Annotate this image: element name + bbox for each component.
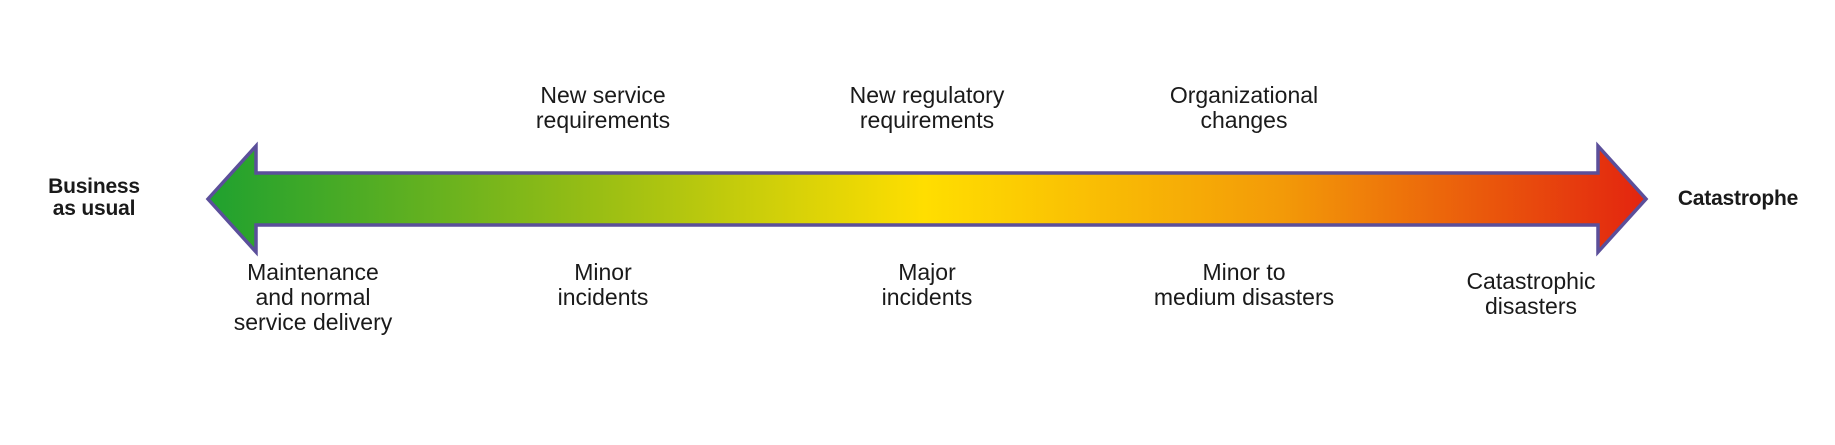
bottom-label-4-line-1: Minor to — [1202, 259, 1286, 285]
bottom-label-2-line-1: Minor — [574, 259, 632, 285]
right-end-line-1: Catastrophe — [1677, 187, 1799, 210]
bottom-label-minor-incidents: Minor incidents — [558, 260, 649, 310]
bottom-label-4-line-2: medium disasters — [1153, 284, 1335, 310]
bottom-label-3-line-1: Major — [898, 259, 956, 285]
bottom-label-major-incidents: Major incidents — [882, 260, 973, 310]
bottom-label-catastrophic-disasters: Catastrophic disasters — [1466, 269, 1595, 319]
bottom-label-5-line-2: disasters — [1484, 293, 1578, 319]
bottom-label-maintenance: Maintenance and normal service delivery — [234, 260, 393, 335]
bottom-label-3-line-2: incidents — [881, 284, 973, 310]
top-label-1-line-1: New service — [540, 82, 666, 108]
top-label-organizational-changes: Organizational changes — [1170, 83, 1318, 133]
bottom-label-1-line-2: and normal — [255, 284, 371, 310]
top-label-new-regulatory-requirements: New regulatory requirements — [850, 83, 1005, 133]
bottom-label-2-line-2: incidents — [557, 284, 649, 310]
left-end-line-2: as usual — [52, 197, 136, 220]
top-label-new-service-requirements: New service requirements — [536, 83, 670, 133]
bottom-label-5-line-1: Catastrophic — [1466, 268, 1596, 294]
bottom-label-1-line-3: service delivery — [233, 309, 393, 335]
top-label-3-line-2: changes — [1200, 107, 1288, 133]
right-end-label: Catastrophe — [1668, 188, 1808, 210]
double-headed-arrow-shape — [205, 141, 1649, 257]
left-end-label: Business as usual — [44, 176, 144, 220]
bottom-label-minor-to-medium-disasters: Minor to medium disasters — [1154, 260, 1334, 310]
top-label-2-line-1: New regulatory — [849, 82, 1005, 108]
top-label-2-line-2: requirements — [859, 107, 995, 133]
top-label-3-line-1: Organizational — [1169, 82, 1319, 108]
top-label-1-line-2: requirements — [535, 107, 671, 133]
left-end-line-1: Business — [48, 175, 140, 198]
bottom-label-1-line-1: Maintenance — [247, 259, 379, 285]
